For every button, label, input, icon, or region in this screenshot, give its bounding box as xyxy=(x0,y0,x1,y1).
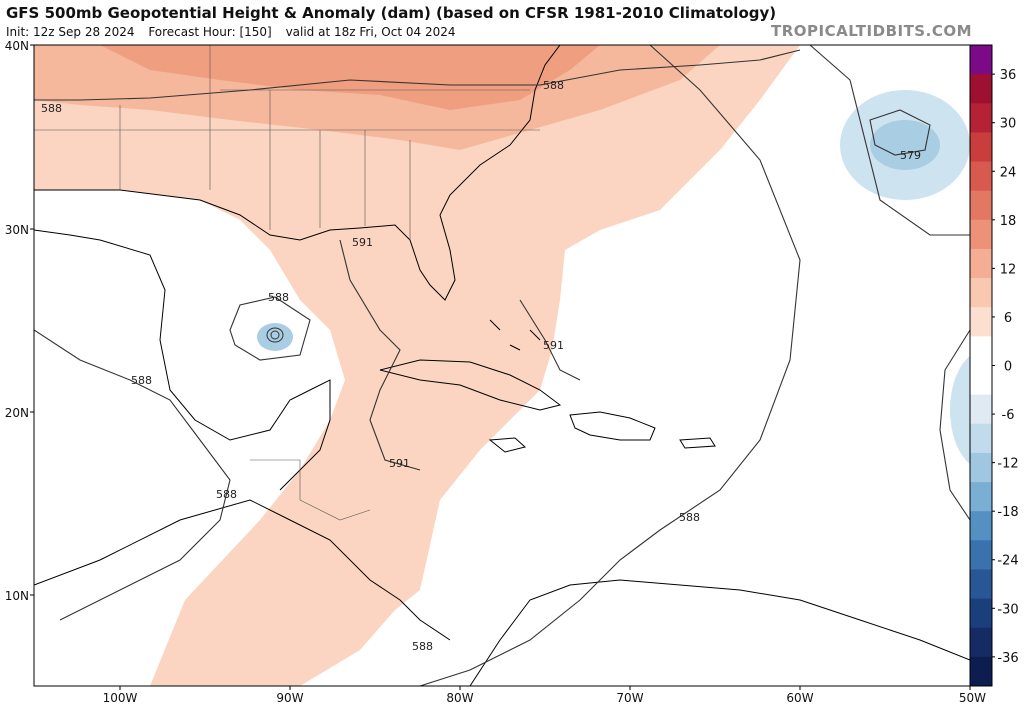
colorbar-tick-label: 24 xyxy=(1000,165,1017,180)
lon-label: 50W xyxy=(959,691,986,705)
anomaly-negative-gulf xyxy=(257,323,293,351)
colorbar-tick-label: -24 xyxy=(997,554,1018,569)
central-america-coast xyxy=(34,499,451,641)
colorbar-swatch xyxy=(970,598,992,629)
lon-label: 70W xyxy=(616,691,643,705)
contour-label: 579 xyxy=(900,149,921,162)
colorbar-swatch xyxy=(970,103,992,133)
colorbar-labels: 36 30 24 18 12 6 0 -6 -12 -18 -24 -30 -36 xyxy=(992,68,1019,666)
colorbar-swatch xyxy=(970,540,992,570)
colorbar-swatch xyxy=(970,569,992,600)
lat-label: 40N xyxy=(5,39,29,53)
colorbar-tick-label: 36 xyxy=(1000,68,1017,83)
contour-label: 588 xyxy=(543,79,564,92)
valid-time: valid at 18z Fri, Oct 04 2024 xyxy=(285,25,456,39)
init-time: Init: 12z Sep 28 2024 xyxy=(6,25,135,39)
colorbar-swatch xyxy=(970,307,992,337)
contour-591 xyxy=(339,239,421,471)
contour-588-north xyxy=(34,49,801,101)
contour-579 xyxy=(869,109,931,156)
gulf-low-center xyxy=(266,327,284,343)
anomaly-shading xyxy=(34,45,970,686)
colorbar-swatch xyxy=(970,452,992,483)
lat-label: 20N xyxy=(5,406,29,420)
bahamas xyxy=(489,319,541,351)
colorbar-swatch xyxy=(970,336,992,366)
colorbar-swatch xyxy=(970,161,992,192)
forecast-hour: Forecast Hour: [150] xyxy=(148,25,272,39)
colorbar-swatch xyxy=(970,132,992,163)
political-borders xyxy=(34,45,540,521)
colorbar-swatch xyxy=(970,278,992,308)
contour-label: 588 xyxy=(679,511,700,524)
cuba xyxy=(379,359,562,411)
colorbar-tick-label: -18 xyxy=(997,505,1018,520)
colorbar-swatch xyxy=(970,423,992,454)
contour-588-atlantic xyxy=(419,45,801,686)
colorbar xyxy=(969,44,993,687)
anomaly-positive-6 xyxy=(34,45,800,686)
colorbar-swatch xyxy=(970,74,992,104)
colorbar-tick-label: 30 xyxy=(1000,117,1017,132)
colorbar-swatch xyxy=(970,45,992,75)
anomaly-negative-atlantic-core xyxy=(870,120,940,170)
hispaniola xyxy=(569,411,656,441)
colorbar-swatch xyxy=(970,365,992,396)
south-america-coast xyxy=(469,579,970,686)
colorbar-tick-label: -12 xyxy=(997,457,1018,472)
colorbar-swatch xyxy=(970,219,992,250)
colorbar-tick-label: 18 xyxy=(1000,214,1017,229)
latitude-axis: 40N 30N 20N 10N xyxy=(5,39,34,603)
contour-588-east xyxy=(939,329,970,521)
mexico-coast xyxy=(34,229,331,491)
colorbar-tick-label: 6 xyxy=(1004,311,1012,326)
lat-label: 30N xyxy=(5,223,29,237)
anomaly-positive-18 xyxy=(100,45,600,110)
contour-591-east xyxy=(519,299,581,381)
contour-582 xyxy=(809,45,970,236)
contour-label: 588 xyxy=(268,291,289,304)
contour-label: 591 xyxy=(352,236,373,249)
longitude-axis: 100W 90W 80W 70W 60W 50W xyxy=(103,686,986,705)
brand-watermark: TROPICALTIDBITS.COM xyxy=(771,22,972,40)
contour-label: 588 xyxy=(41,102,62,115)
contour-label: 591 xyxy=(543,339,564,352)
colorbar-swatch xyxy=(970,511,992,541)
colorbar-tick-label: 12 xyxy=(1000,262,1017,277)
colorbar-swatch xyxy=(970,394,992,425)
anomaly-negative-east xyxy=(950,355,970,465)
lon-label: 90W xyxy=(276,691,303,705)
contour-label: 591 xyxy=(389,457,410,470)
lon-label: 60W xyxy=(786,691,813,705)
colorbar-tick-label: -30 xyxy=(997,602,1018,617)
colorbar-tick-label: -6 xyxy=(1002,408,1015,423)
coastlines xyxy=(34,45,970,686)
contour-588-gulf xyxy=(229,296,311,361)
colorbar-swatch xyxy=(970,627,992,658)
contour-label: 588 xyxy=(131,374,152,387)
colorbar-tick-label: 0 xyxy=(1004,360,1012,375)
colorbar-swatch xyxy=(970,656,992,687)
colorbar-swatch xyxy=(970,248,992,279)
colorbar-swatch xyxy=(970,482,992,512)
chart-title: GFS 500mb Geopotential Height & Anomaly … xyxy=(6,4,777,22)
height-contours xyxy=(34,45,970,686)
lon-label: 100W xyxy=(103,691,138,705)
lon-label: 80W xyxy=(446,691,473,705)
lat-label: 10N xyxy=(5,589,29,603)
colorbar-tick-label: -36 xyxy=(997,651,1018,666)
us-gulf-coast xyxy=(34,45,561,301)
contour-label: 588 xyxy=(216,488,237,501)
chart-subtitle: Init: 12z Sep 28 2024 Forecast Hour: [15… xyxy=(6,25,465,39)
contour-label: 588 xyxy=(412,640,433,653)
colorbar-swatch xyxy=(970,190,992,221)
contour-labels: 588 588 588 588 588 588 588 591 591 591 … xyxy=(41,79,921,653)
contour-588-mexico xyxy=(34,329,231,621)
jamaica xyxy=(488,437,527,453)
puerto-rico xyxy=(679,437,716,449)
